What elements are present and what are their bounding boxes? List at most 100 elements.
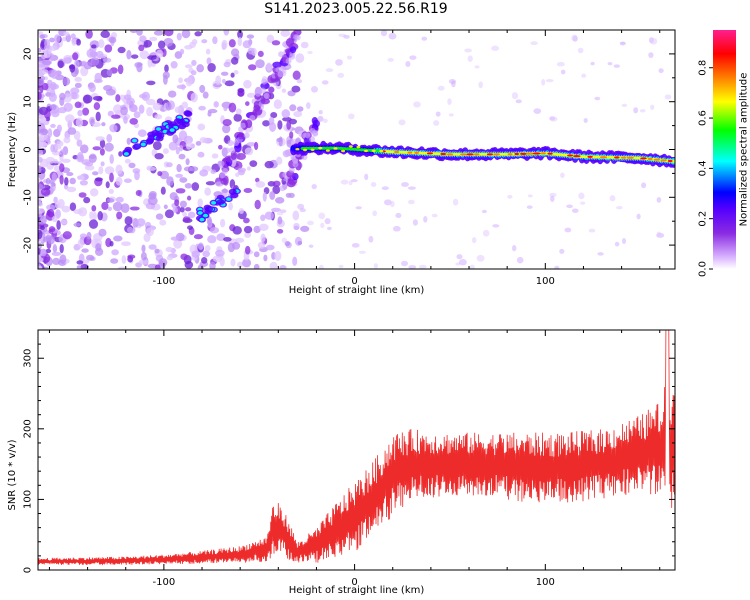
noise-blob	[123, 178, 132, 183]
cluster-left	[173, 118, 182, 125]
noise-blob	[160, 186, 166, 195]
noise-blob	[107, 206, 112, 211]
carrier-band	[364, 149, 368, 153]
noise-blob	[117, 64, 124, 75]
noise-blob	[232, 225, 242, 235]
noise-blob	[650, 37, 658, 45]
noise-blob	[255, 59, 265, 69]
noise-blob	[272, 185, 281, 195]
x-axis-title: Height of straight line (km)	[289, 285, 425, 296]
noise-blob	[108, 188, 114, 194]
noise-blob	[57, 106, 67, 114]
noise-blob	[47, 79, 53, 86]
noise-blob	[176, 164, 182, 173]
noise-blob	[126, 137, 131, 145]
noise-blob	[41, 82, 49, 91]
noise-blob	[163, 37, 174, 47]
noise-blob	[146, 106, 153, 117]
noise-blob	[350, 179, 358, 183]
noise-blob	[224, 80, 235, 87]
noise-blob	[223, 30, 230, 36]
noise-blob	[53, 165, 61, 172]
noise-blob	[238, 208, 244, 214]
noise-blob	[244, 147, 254, 156]
noise-blob	[63, 136, 71, 144]
carrier-band	[532, 152, 541, 155]
noise-blob	[118, 151, 123, 157]
noise-blob	[191, 39, 198, 45]
noise-blob	[437, 85, 445, 91]
noise-blob	[199, 84, 206, 93]
noise-blob	[180, 253, 188, 260]
noise-blob	[129, 118, 139, 125]
noise-blob	[185, 76, 193, 87]
noise-blob	[246, 142, 257, 147]
noise-blob	[56, 220, 61, 231]
noise-blob	[448, 113, 454, 117]
noise-blob	[464, 48, 472, 53]
noise-blob	[38, 248, 41, 255]
noise-blob	[54, 145, 62, 150]
noise-blob	[577, 47, 584, 54]
y-tick-label: 100	[23, 490, 34, 509]
noise-blob	[348, 180, 353, 186]
noise-blob	[78, 192, 87, 198]
noise-blob	[202, 91, 209, 99]
noise-blob	[190, 70, 197, 76]
noise-blob	[418, 264, 427, 269]
noise-blob	[147, 196, 158, 206]
noise-blob	[262, 191, 267, 202]
carrier-band	[414, 151, 419, 154]
ray-upper	[260, 98, 270, 105]
noise-blob	[155, 49, 164, 58]
noise-blob	[380, 30, 388, 37]
noise-blob	[38, 242, 42, 250]
noise-blob	[59, 163, 65, 173]
noise-blob	[136, 218, 146, 227]
ray-upper	[275, 66, 282, 73]
carrier-band	[547, 152, 553, 155]
noise-blob	[511, 245, 517, 252]
noise-blob	[322, 118, 328, 123]
noise-blob	[318, 110, 323, 115]
noise-blob	[154, 248, 160, 254]
carrier-band	[348, 145, 353, 148]
noise-blob	[368, 235, 374, 243]
ray-upper	[222, 168, 228, 174]
noise-blob	[56, 140, 64, 147]
y-tick-label: 0	[23, 567, 34, 573]
ray-upper	[261, 78, 268, 85]
carrier-band	[519, 152, 528, 155]
noise-blob	[235, 237, 245, 243]
carrier-band	[647, 157, 653, 161]
ray-lower	[304, 132, 311, 139]
noise-blob	[282, 150, 291, 158]
noise-blob	[110, 258, 119, 264]
ray-upper	[272, 61, 282, 69]
noise-blob	[358, 250, 366, 254]
noise-blob	[38, 196, 42, 203]
noise-blob	[311, 184, 317, 190]
noise-blob	[204, 244, 211, 252]
noise-blob	[43, 45, 51, 51]
noise-blob	[165, 246, 174, 253]
noise-blob	[223, 237, 232, 242]
noise-blob	[95, 177, 103, 182]
noise-blob	[40, 248, 47, 257]
noise-blob	[235, 108, 242, 115]
noise-blob	[571, 208, 579, 213]
noise-blob	[62, 231, 72, 240]
noise-blob	[38, 254, 42, 263]
noise-blob	[38, 141, 44, 149]
noise-blob	[134, 170, 140, 181]
noise-blob	[295, 53, 305, 63]
noise-blob	[138, 104, 145, 114]
noise-blob	[187, 211, 196, 219]
ray-upper	[293, 34, 300, 41]
noise-blob	[253, 141, 259, 151]
noise-blob	[76, 260, 84, 265]
carrier-band	[333, 147, 338, 150]
noise-blob	[270, 111, 278, 119]
noise-blob	[325, 68, 334, 73]
